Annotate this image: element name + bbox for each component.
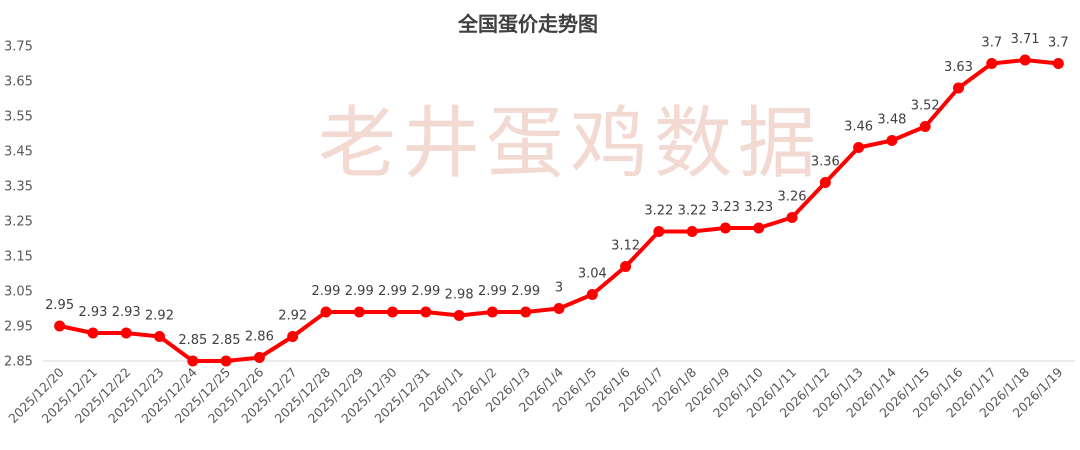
data-label-layer: 2.95 2.93 2.93 2.92 2.85 2.85 2.86 2.92 2.99 2.99… (45, 32, 1069, 348)
data-point (120, 327, 132, 339)
data-point (420, 306, 432, 318)
data-point (719, 222, 731, 234)
series-layer (54, 54, 1064, 367)
chart-title: 全国蛋价走势图 (457, 12, 598, 36)
data-point (287, 331, 299, 342)
data-point (686, 226, 698, 237)
data-point (1052, 58, 1064, 69)
data-label: 3.12 (611, 239, 640, 254)
y-tick-label: 3.25 (4, 215, 33, 230)
data-point (919, 121, 931, 132)
data-point (387, 306, 399, 318)
data-point (154, 331, 166, 342)
data-point (187, 355, 199, 367)
data-point (253, 352, 265, 363)
data-label: 2.92 (145, 309, 174, 324)
y-tick-label: 2.95 (4, 320, 33, 335)
data-point (886, 135, 898, 146)
data-label: 2.95 (45, 298, 74, 313)
data-point (320, 306, 332, 318)
data-point (819, 177, 831, 188)
data-label: 2.92 (278, 309, 307, 324)
y-tick-label: 3.55 (4, 110, 33, 125)
data-label: 2.86 (245, 330, 274, 345)
data-point (553, 303, 565, 314)
y-axis: 2.85 2.95 3.05 3.15 3.25 3.35 3.45 3.55 3.65 3.75 (4, 40, 33, 370)
data-label: 2.85 (212, 333, 241, 348)
data-point (87, 327, 99, 339)
data-label: 3.26 (778, 190, 807, 205)
y-tick-label: 3.15 (4, 250, 33, 265)
data-label: 2.93 (78, 305, 107, 320)
data-label: 3.7 (1048, 36, 1069, 51)
data-label: 2.99 (378, 284, 407, 299)
data-label: 3.36 (811, 155, 840, 170)
data-point (586, 289, 598, 300)
data-point (853, 142, 865, 153)
y-tick-label: 3.05 (4, 285, 33, 300)
data-point (653, 226, 665, 237)
data-label: 3.04 (578, 267, 607, 282)
data-label: 2.99 (411, 284, 440, 299)
data-point (54, 320, 66, 332)
data-point (486, 306, 498, 318)
data-label: 3.23 (711, 200, 740, 215)
x-axis: 2025/12/202025/12/212025/12/222025/12/23… (5, 360, 1075, 426)
y-tick-label: 3.35 (4, 180, 33, 195)
y-tick-label: 2.85 (4, 355, 33, 370)
data-label: 3.63 (944, 60, 973, 75)
data-label: 2.85 (178, 333, 207, 348)
data-point (620, 261, 632, 272)
data-point (353, 306, 365, 318)
y-tick-label: 3.75 (4, 40, 33, 55)
data-point (786, 212, 798, 223)
y-tick-label: 3.65 (4, 75, 33, 90)
data-label: 3.46 (844, 120, 873, 135)
data-label: 3.22 (678, 204, 707, 219)
data-label: 3 (555, 281, 563, 296)
data-label: 3.7 (981, 36, 1002, 51)
data-label: 2.99 (478, 284, 507, 299)
data-label: 2.98 (445, 288, 474, 303)
data-label: 2.99 (511, 284, 540, 299)
watermark-text: 老井蛋鸡数据 (318, 99, 822, 189)
data-label: 2.93 (112, 305, 141, 320)
data-label: 2.99 (345, 284, 374, 299)
y-tick-label: 3.45 (4, 145, 33, 160)
data-point (520, 306, 532, 318)
data-label: 2.99 (311, 284, 340, 299)
data-label: 3.71 (1011, 32, 1040, 47)
data-point (220, 355, 232, 367)
data-point (1019, 54, 1031, 66)
data-label: 3.23 (744, 200, 773, 215)
data-label: 3.52 (911, 99, 940, 114)
data-point (753, 222, 765, 234)
data-label: 3.22 (644, 204, 673, 219)
data-point (952, 82, 964, 94)
data-label: 3.48 (877, 113, 906, 128)
data-point (986, 58, 998, 69)
data-point (453, 310, 465, 321)
